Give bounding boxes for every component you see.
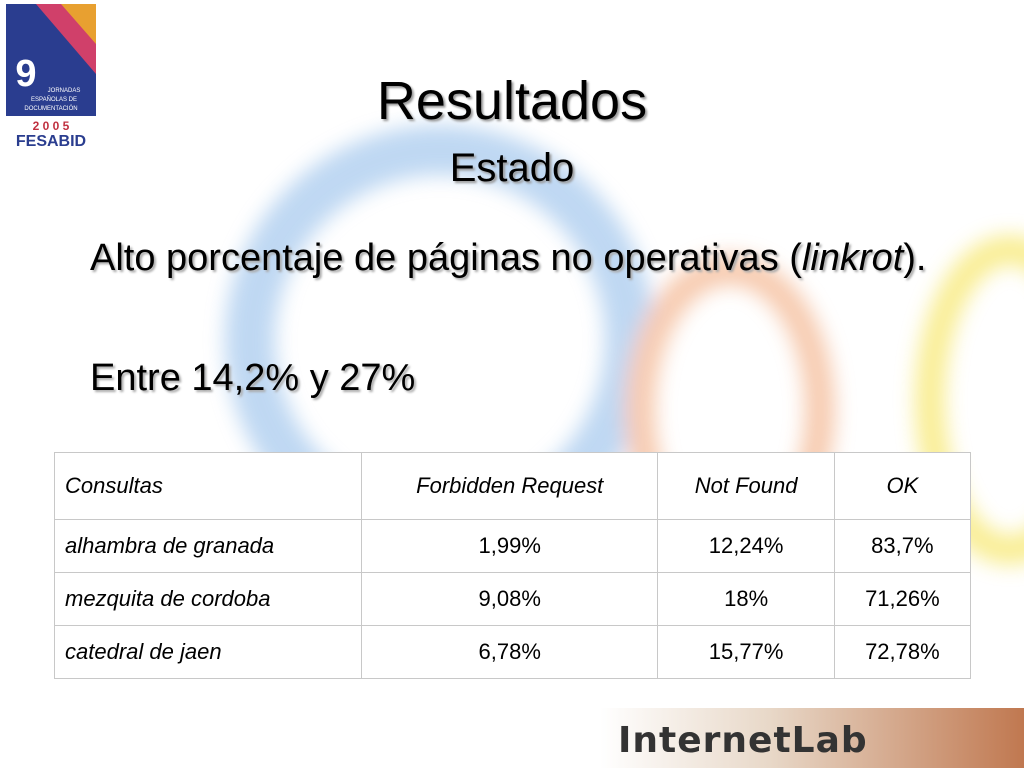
bullet-emphasis: linkrot: [801, 237, 904, 279]
header-cell: Not Found: [657, 452, 835, 520]
logo-line: JORNADAS: [48, 88, 81, 94]
bullet: Entre 14,2% y 27%: [90, 354, 970, 402]
logo: 9 JORNADAS ESPAÑOLAS DE DOCUMENTACIÓN 2 …: [6, 4, 96, 150]
table-row: mezquita de cordoba 9,08% 18% 71,26%: [54, 572, 972, 626]
header-row: Consultas Forbidden Request Not Found OK: [54, 452, 972, 520]
results-table: Consultas Forbidden Request Not Found OK alh…: [54, 452, 972, 679]
table-row: alhambra de granada 1,99% 12,24% 83,7%: [54, 519, 972, 573]
bullet-text: Entre 14,2% y 27%: [90, 357, 416, 399]
table-cell: 15,77%: [657, 625, 835, 679]
bullet-text: ).: [903, 237, 927, 279]
table-cell: catedral de jaen: [54, 625, 362, 679]
footer-brand: InternetLab: [618, 720, 868, 761]
table-row: catedral de jaen 6,78% 15,77% 72,78%: [54, 625, 972, 679]
logo-line: ESPAÑOLAS DE: [31, 96, 77, 103]
bullet: Alto porcentaje de páginas no operativas…: [90, 234, 970, 282]
table-cell: 72,78%: [833, 625, 972, 679]
table-cell: alhambra de granada: [54, 519, 362, 573]
table-cell: 6,78%: [360, 625, 659, 679]
table-cell: 1,99%: [360, 519, 659, 573]
logo-mosaic: [61, 4, 96, 44]
logo-number: 9: [15, 53, 36, 95]
logo-org: FESABID: [16, 133, 86, 150]
table-cell: 12,24%: [657, 519, 835, 573]
logo-line: DOCUMENTACIÓN: [24, 105, 77, 112]
table-cell: 9,08%: [360, 572, 659, 626]
header-cell: OK: [833, 452, 972, 520]
logo-year: 2 0 0 5: [33, 119, 70, 133]
table-cell: mezquita de cordoba: [54, 572, 362, 626]
header-cell: Forbidden Request: [360, 452, 659, 520]
title: Resultados: [376, 71, 648, 131]
table-cell: 18%: [657, 572, 835, 626]
subtitle: Estado: [449, 146, 575, 190]
header-cell: Consultas: [54, 452, 362, 520]
footer-banner: [600, 708, 1024, 768]
table-cell: 71,26%: [833, 572, 972, 626]
bullet-text: Alto porcentaje de páginas no operativas…: [90, 237, 802, 279]
table-cell: 83,7%: [833, 519, 972, 573]
